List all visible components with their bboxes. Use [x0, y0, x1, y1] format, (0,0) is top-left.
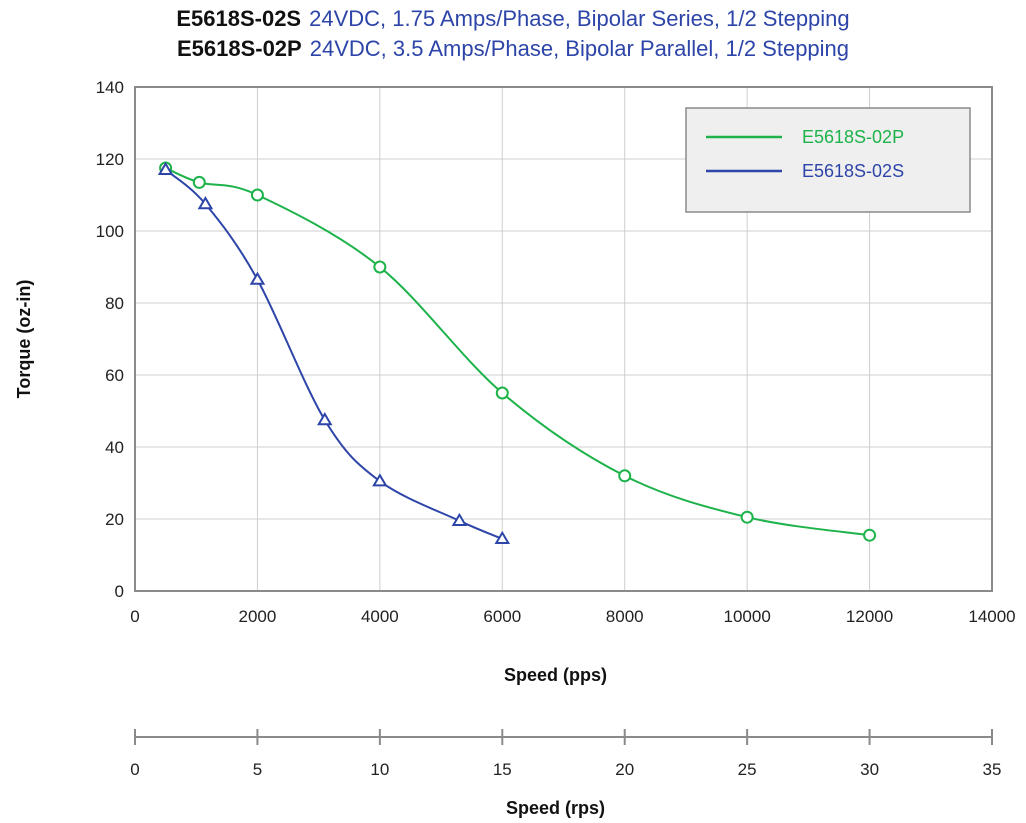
- chart-titles: E5618S-02S 24VDC, 1.75 Amps/Phase, Bipola…: [0, 4, 1026, 64]
- title-line-1: E5618S-02S 24VDC, 1.75 Amps/Phase, Bipola…: [0, 4, 1026, 34]
- x-axis-label: Speed (pps): [504, 665, 607, 685]
- y-tick-label: 20: [105, 510, 124, 529]
- secondary-tick-label: 0: [130, 760, 139, 779]
- secondary-tick-label: 10: [370, 760, 389, 779]
- plot-frame: [134, 86, 993, 592]
- legend-label: E5618S-02P: [802, 127, 904, 147]
- x-tick-label: 12000: [846, 607, 893, 626]
- legend: E5618S-02P E5618S-02S: [685, 107, 971, 213]
- x-tick-label: 10000: [724, 607, 771, 626]
- y-tick-label: 100: [96, 222, 124, 241]
- data-point-1: [157, 161, 174, 175]
- x-tick-label: 14000: [968, 607, 1015, 626]
- y-tick-label: 60: [105, 366, 124, 385]
- legend-label: E5618S-02S: [802, 161, 904, 181]
- data-point-1: [451, 512, 468, 526]
- secondary-tick-label: 30: [860, 760, 879, 779]
- title-line-2: E5618S-02P 24VDC, 3.5 Amps/Phase, Bipolar…: [0, 34, 1026, 64]
- secondary-tick-label: 20: [615, 760, 634, 779]
- legend-box: [685, 107, 971, 213]
- data-point-1: [197, 196, 214, 210]
- secondary-tick-label: 35: [983, 760, 1002, 779]
- data-point-1: [249, 271, 266, 285]
- secondary-tick-label: 25: [738, 760, 757, 779]
- data-point-1: [494, 530, 511, 544]
- title-desc-2: 24VDC, 3.5 Amps/Phase, Bipolar Parallel,…: [309, 36, 850, 61]
- data-point-0: [250, 188, 264, 202]
- data-point-0: [373, 260, 387, 274]
- data-point-0: [618, 469, 632, 483]
- y-tick-label: 120: [96, 150, 124, 169]
- data-point-1: [317, 412, 333, 426]
- title-model-2: E5618S-02P: [176, 36, 302, 61]
- y-tick-label: 80: [105, 294, 124, 313]
- data-point-0: [863, 528, 877, 542]
- title-desc-1: 24VDC, 1.75 Amps/Phase, Bipolar Series, …: [309, 6, 850, 31]
- y-tick-label: 140: [96, 78, 124, 97]
- data-point-0: [495, 386, 509, 400]
- data-point-1: [372, 473, 388, 487]
- x-tick-label: 8000: [606, 607, 644, 626]
- secondary-tick-label: 5: [253, 760, 262, 779]
- secondary-tick-label: 15: [493, 760, 512, 779]
- x-tick-label: 2000: [239, 607, 277, 626]
- x-tick-label: 6000: [483, 607, 521, 626]
- x-tick-label: 4000: [361, 607, 399, 626]
- y-axis-label: Torque (oz-in): [14, 280, 34, 399]
- title-model-1: E5618S-02S: [176, 6, 302, 31]
- data-point-0: [740, 510, 754, 524]
- y-tick-label: 40: [105, 438, 124, 457]
- data-point-0: [192, 175, 206, 189]
- x-tick-label: 0: [130, 607, 139, 626]
- y-tick-label: 0: [115, 582, 124, 601]
- secondary-axis-label: Speed (rps): [506, 798, 605, 818]
